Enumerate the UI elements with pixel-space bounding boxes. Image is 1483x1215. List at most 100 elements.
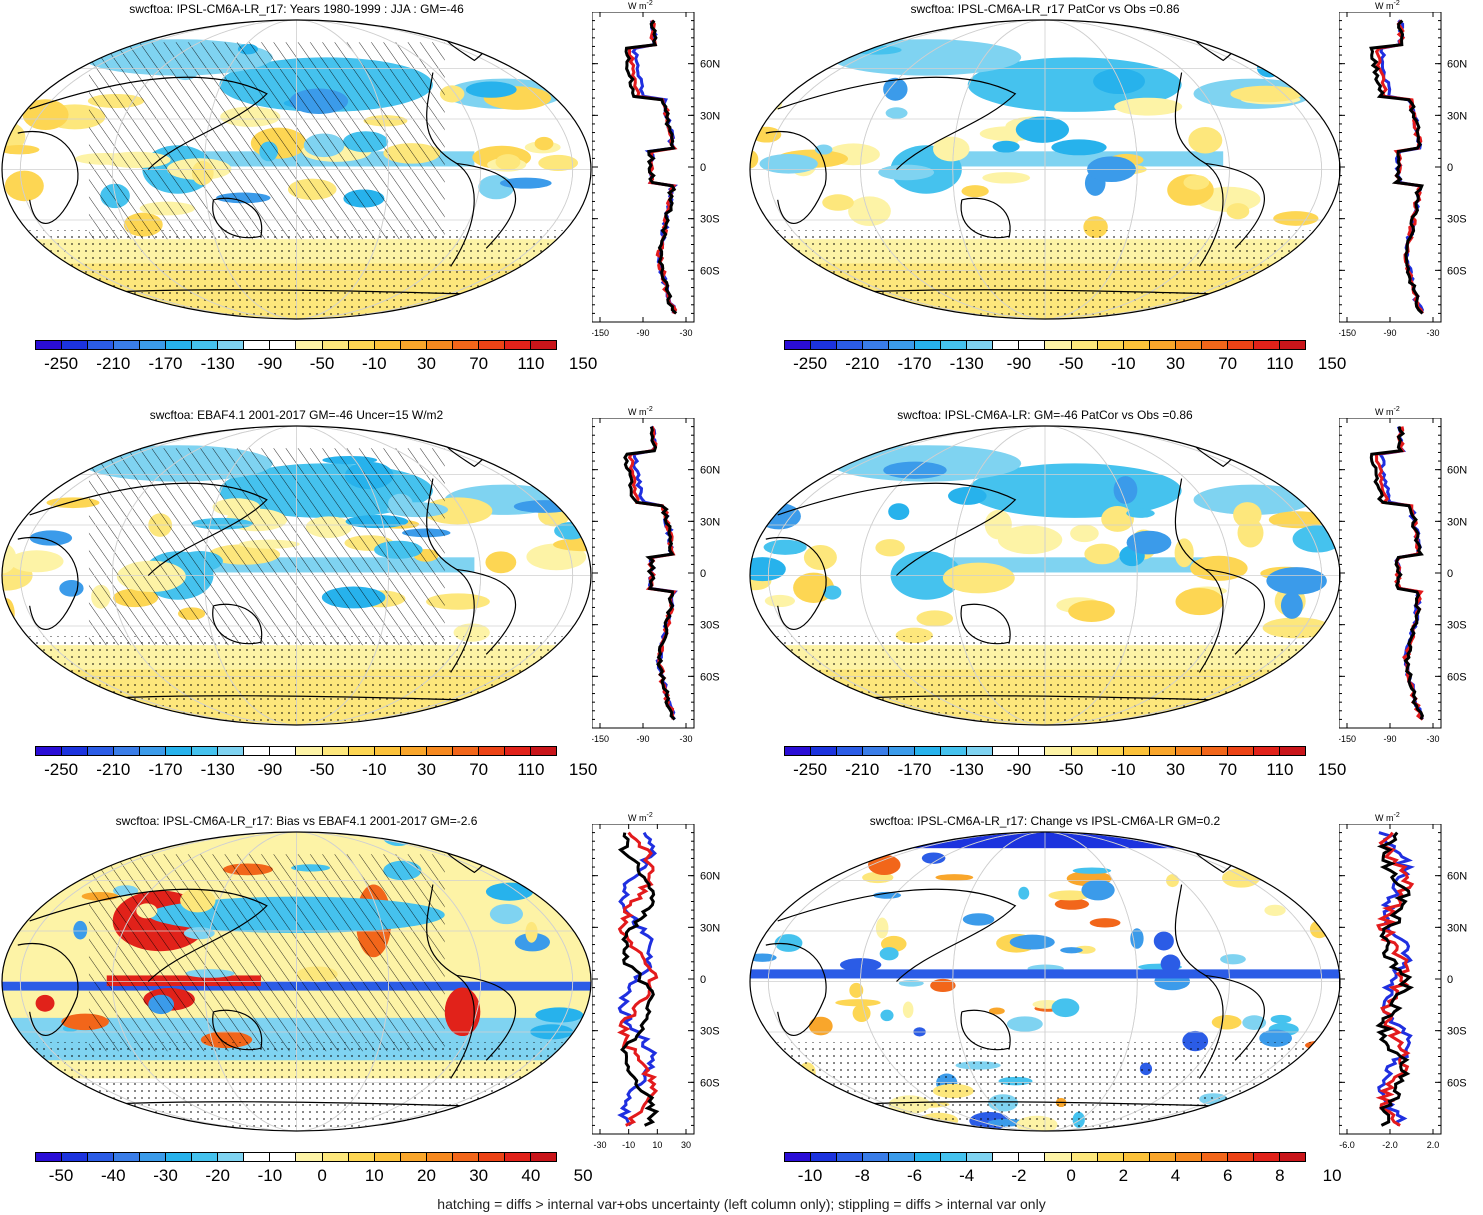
colorbar-swatch (322, 341, 349, 349)
profile-x-label: -30 (1426, 328, 1439, 338)
colorbar-tick-label: -90 (1006, 760, 1032, 779)
map-title: swcftoa: EBAF4.1 2001-2017 GM=-46 Uncer=… (149, 408, 444, 422)
colorbar-swatch (889, 341, 916, 349)
profile-line-alt (617, 831, 658, 1127)
colorbar-swatch (296, 341, 323, 349)
zonal-profile: 60N 30N 0 30S 60S -150 -90 -30 (592, 12, 720, 338)
colorbar (35, 746, 557, 756)
colorbar-swatch (192, 1153, 219, 1161)
colorbar-tick-label: 110 (517, 354, 545, 373)
profile-unit-label: W m-2 (628, 406, 653, 417)
colorbar-swatch (400, 1153, 427, 1161)
profile-unit-label: W m-2 (1375, 812, 1400, 823)
zonal-profile: 60N 30N 0 30S 60S -150 -90 -30 (1339, 12, 1467, 338)
colorbar-tick-label: 70 (469, 760, 489, 779)
colorbar-swatch (530, 341, 556, 349)
colorbar-swatch (452, 1153, 479, 1161)
profile-lat-label: 30S (700, 1026, 720, 1038)
profile-line-obs (1375, 831, 1415, 1127)
colorbar-swatch (114, 341, 141, 349)
colorbar-swatch (1123, 341, 1150, 349)
colorbar-swatch (244, 341, 271, 349)
colorbar-swatch (1175, 341, 1202, 349)
colorbar-swatch (1149, 1153, 1176, 1161)
profile-lat-label: 30S (700, 214, 720, 226)
colorbar-tick-label: -90 (1006, 354, 1032, 373)
coastline (29, 76, 268, 170)
colorbar-tick-label: -210 (96, 354, 131, 373)
profile-lat-label: 30N (700, 110, 720, 122)
colorbar-swatch (863, 747, 890, 755)
colorbar-swatch (270, 747, 297, 755)
colorbar-swatch (62, 1153, 89, 1161)
profile-x-label: -150 (1339, 734, 1356, 744)
coastline (212, 1009, 263, 1051)
colorbar-swatch (1149, 341, 1176, 349)
colorbar-tick-label: 0 (1066, 1166, 1076, 1185)
map-border (749, 19, 1341, 320)
colorbar-tick-label: -170 (148, 760, 183, 779)
colorbar-swatch (915, 341, 942, 349)
profile-line-alt (1377, 426, 1425, 721)
coastline (960, 197, 1011, 239)
profile-x-label: 10 (652, 1140, 662, 1150)
colorbar-swatch (504, 341, 531, 349)
colorbar-swatch (967, 341, 994, 349)
profile-lat-label: 30S (700, 620, 720, 632)
world-map (749, 425, 1341, 726)
colorbar-tick-label: -130 (949, 760, 984, 779)
colorbar-tick-label: -50 (1058, 354, 1084, 373)
map-title: swcftoa: IPSL-CM6A-LR_r17 PatCor vs Obs … (910, 2, 1180, 16)
colorbar-tick-label: 150 (568, 760, 598, 779)
colorbar-swatch (322, 747, 349, 755)
colorbar-swatch (426, 747, 453, 755)
profile-lat-label: 60S (700, 671, 720, 683)
map-title: swcftoa: IPSL-CM6A-LR_r17: Years 1980-19… (129, 2, 464, 16)
colorbar-swatch (1097, 747, 1124, 755)
colorbar-tick-label: -10 (257, 1166, 283, 1185)
colorbar-swatch (88, 747, 115, 755)
colorbar-swatch (36, 341, 63, 349)
zonal-profile: 60N 30N 0 30S 60S -150 -90 -30 (592, 418, 720, 744)
zonal-profile: 60N 30N 0 30S 60S -6.0 -2.0 2.0 (1339, 824, 1467, 1150)
coastline (456, 162, 517, 249)
colorbar-tick-label: -50 (309, 760, 335, 779)
world-map (749, 831, 1341, 1132)
colorbar-swatch (62, 341, 89, 349)
colorbar-swatch (941, 341, 968, 349)
colorbar-tick-label: 0 (317, 1166, 327, 1185)
colorbar (784, 746, 1306, 756)
colorbar-tick-label: -90 (257, 760, 283, 779)
profile-unit-label: W m-2 (1375, 406, 1400, 417)
profile-lat-label: 0 (700, 568, 706, 580)
colorbar-swatch (1019, 747, 1046, 755)
colorbar-swatch (889, 747, 916, 755)
coastline (212, 603, 263, 645)
profile-unit-label: W m-2 (628, 0, 653, 11)
hatching (88, 42, 445, 240)
colorbar-swatch (1019, 341, 1046, 349)
colorbar-tick-label: 6 (1222, 1166, 1233, 1185)
map-border (1, 425, 592, 726)
colorbar-swatch (114, 747, 141, 755)
map-title: swcftoa: IPSL-CM6A-LR_r17: Change vs IPS… (869, 814, 1221, 828)
colorbar-swatch (811, 341, 838, 349)
profile-lat-label: 30N (700, 516, 720, 528)
colorbar-swatch (166, 1153, 193, 1161)
figure-footnote: hatching = diffs > internal var+obs unce… (437, 1196, 1046, 1212)
colorbar-tick-label: -10 (797, 1166, 823, 1185)
colorbar-swatch (374, 341, 401, 349)
coastline (456, 974, 517, 1061)
coastline (17, 537, 79, 630)
colorbar-swatch (270, 1153, 297, 1161)
colorbar-swatch (478, 1153, 505, 1161)
profile-x-label: -10 (622, 1140, 635, 1150)
coastline (960, 1009, 1011, 1051)
colorbar-tick-label: -10 (362, 760, 387, 779)
hatching (88, 854, 445, 1052)
profile-lat-label: 30S (1447, 214, 1467, 226)
colorbar-tick-label: 150 (1317, 354, 1347, 373)
colorbar-swatch (1279, 341, 1305, 349)
profile-x-label: -2.0 (1382, 1140, 1398, 1150)
colorbar-tick-label: 30 (1166, 354, 1185, 373)
